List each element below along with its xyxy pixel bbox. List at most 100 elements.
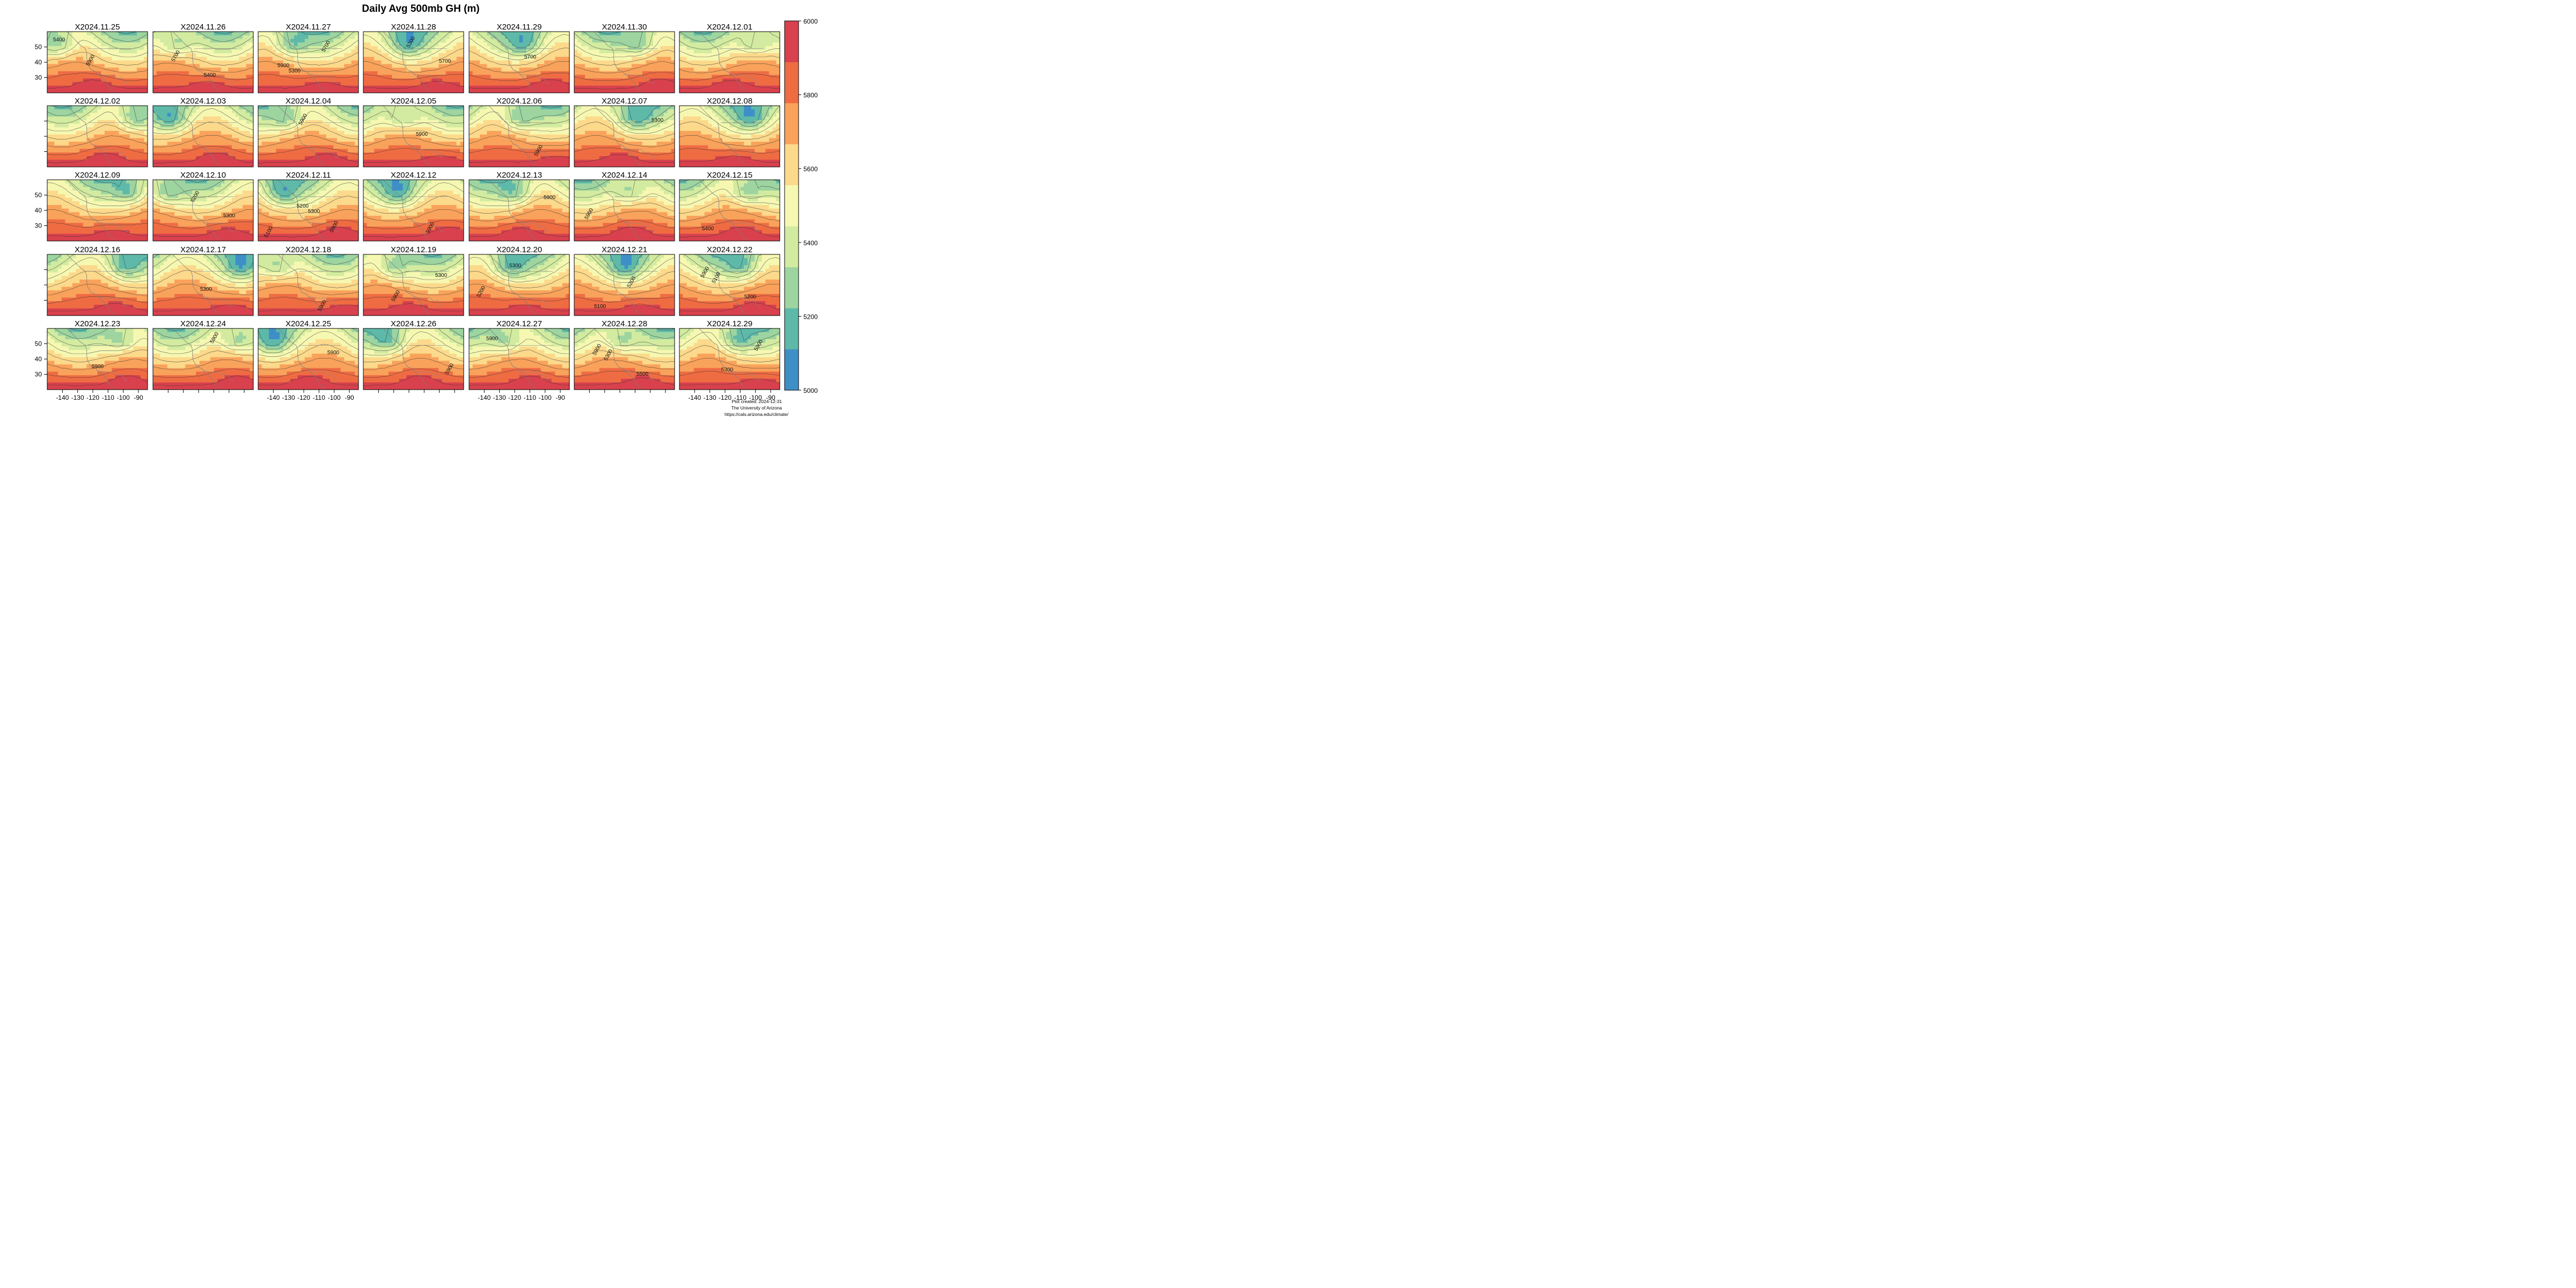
field-cell [196,89,200,93]
field-cell [340,163,345,167]
field-cell [272,68,276,72]
field-cell [297,53,302,57]
field-cell [156,123,160,128]
field-cell [72,46,77,50]
field-cell [333,127,338,131]
field-cell [319,109,323,114]
field-cell [308,71,312,76]
field-cell [156,32,160,36]
field-cell [377,106,382,110]
panel-frame [679,31,780,93]
field-cell [315,56,320,61]
field-cell [276,130,280,135]
field-cell [512,75,516,79]
field-cell [747,89,752,93]
field-cell [617,85,621,90]
field-cell [333,120,338,125]
field-cell [736,85,741,90]
field-cell [242,123,247,128]
field-cell [420,68,425,72]
field-cell [504,46,509,50]
field-cell [93,89,98,93]
field-cell [164,127,168,131]
field-cell [76,134,80,138]
field-cell [171,46,175,50]
field-cell [347,145,352,150]
field-cell [606,60,611,64]
field-cell [144,68,148,72]
field-cell [164,109,168,114]
field-cell [424,39,428,43]
field-cell [765,89,770,93]
field-cell [119,106,123,110]
field-cell [221,56,225,61]
field-cell [196,82,200,86]
field-cell [153,113,157,117]
field-cell [381,35,385,40]
field-cell [363,60,368,64]
field-cell [54,35,58,40]
field-cell [188,39,193,43]
field-cell [712,46,716,50]
field-cell [261,127,266,131]
field-cell [402,82,407,86]
border-line [308,74,339,84]
field-cell [653,64,657,68]
field-cell [129,49,134,54]
field-cell [104,159,109,164]
field-cell [501,75,506,79]
field-cell [265,53,269,57]
field-cell [294,156,298,160]
field-cell [712,60,716,64]
field-cell [50,60,55,64]
field-cell [344,85,348,90]
field-cell [660,32,664,36]
field-cell [250,60,253,64]
field-cell [69,127,73,131]
field-cell [290,130,295,135]
field-cell [58,120,62,125]
field-cell [704,89,709,93]
field-cell [272,149,276,153]
coastline [383,32,430,92]
field-cell [119,116,123,121]
field-cell [119,78,123,83]
field-cell [679,32,684,36]
field-cell [445,56,450,61]
field-cell [235,49,239,54]
field-cell [290,89,295,93]
field-cell [203,163,207,167]
field-cell [512,39,516,43]
field-cell [402,60,407,64]
field-cell [65,68,69,72]
field-cell [115,149,120,153]
field-cell [370,109,375,114]
field-cell [224,71,229,76]
field-cell [483,60,487,64]
field-cell [686,35,691,40]
field-cell [112,56,116,61]
field-cell [769,46,773,50]
field-cell [308,134,312,138]
field-cell [558,64,563,68]
field-cell [333,71,338,76]
field-cell [497,64,502,68]
field-cell [276,53,280,57]
field-cell [126,149,130,153]
field-cell [164,78,168,83]
field-cell [656,64,661,68]
field-cell [112,71,116,76]
field-cell [156,138,160,142]
field-cell [224,106,229,110]
field-cell [333,60,338,64]
field-cell [635,56,639,61]
field-cell [242,127,247,131]
field-cell [185,78,189,83]
field-cell [483,53,487,57]
field-cell [747,32,752,36]
field-cell [144,60,148,64]
field-cell [646,32,650,36]
field-cell [312,149,316,153]
field-cell [526,89,531,93]
field-cell [333,35,338,40]
